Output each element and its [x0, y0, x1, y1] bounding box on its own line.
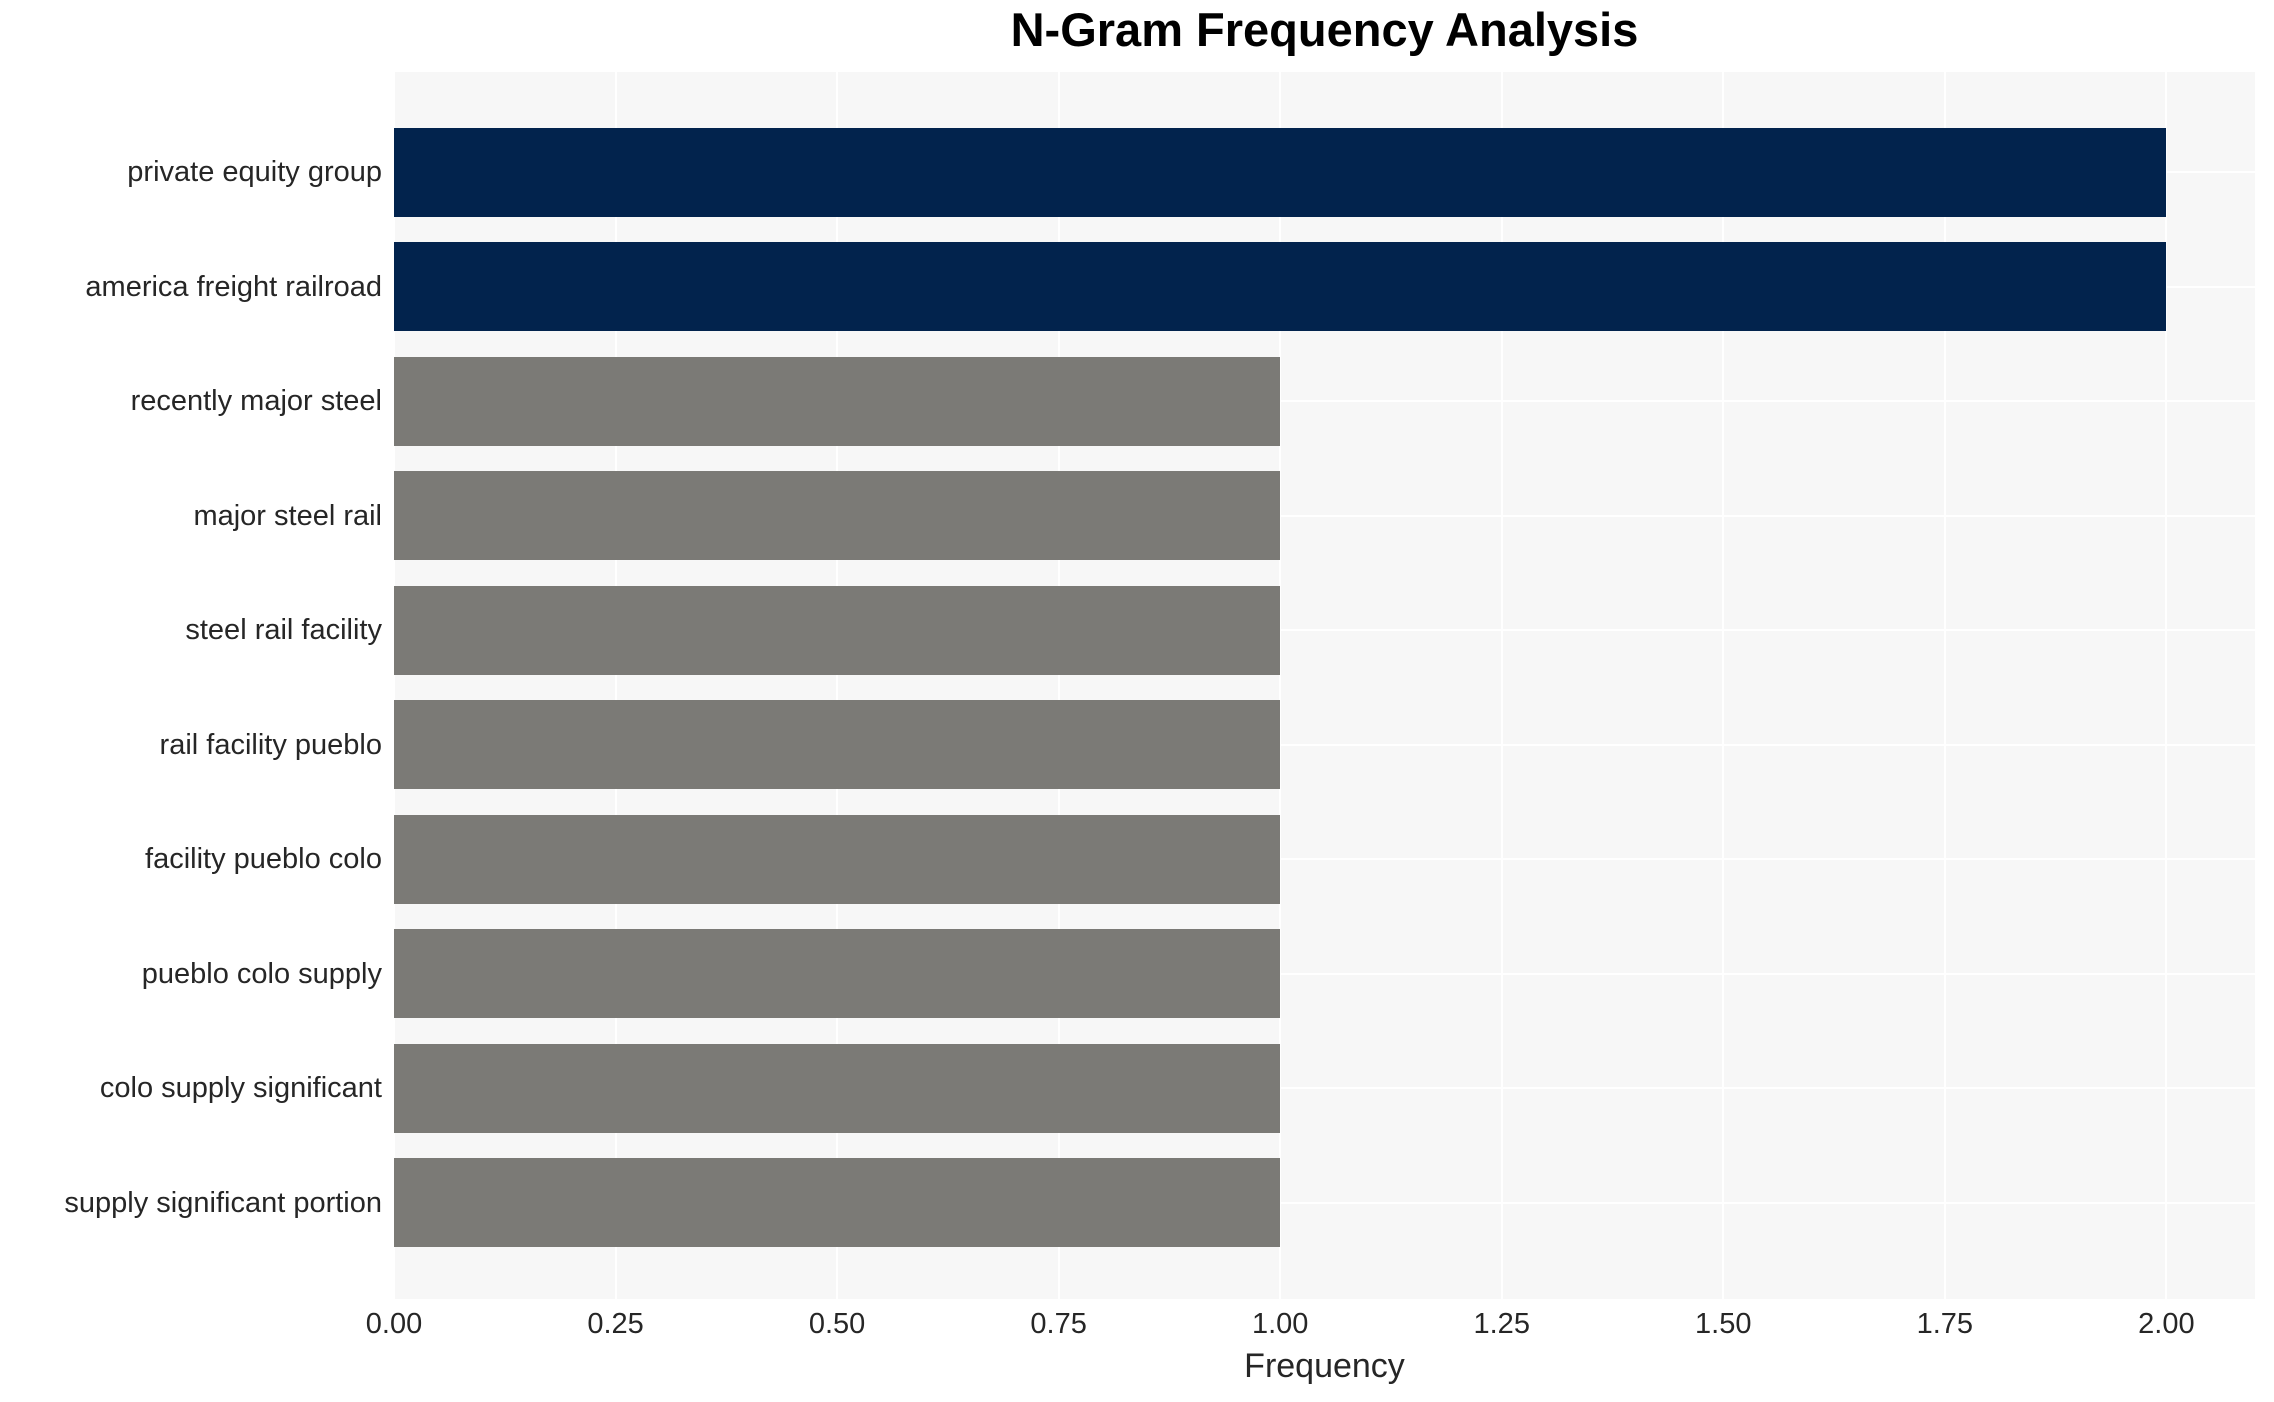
bar	[394, 1158, 1281, 1248]
gridline-vertical	[393, 72, 395, 1299]
y-tick-label: pueblo colo supply	[141, 957, 382, 990]
gridline-vertical	[1057, 72, 1060, 1299]
gridline-vertical	[2165, 72, 2168, 1299]
y-tick-label: rail facility pueblo	[159, 728, 382, 761]
y-tick-label: major steel rail	[193, 499, 382, 532]
gridline-vertical	[1279, 72, 1282, 1299]
gridline-vertical	[1943, 72, 1946, 1299]
x-tick-label: 1.25	[1473, 1308, 1530, 1340]
gridline-horizontal	[394, 1201, 2255, 1204]
gridline-horizontal	[394, 629, 2255, 632]
gridline-vertical	[1722, 72, 1725, 1299]
bar	[394, 814, 1281, 904]
plot-area	[393, 72, 2255, 1299]
bar	[394, 356, 1281, 446]
gridline-horizontal	[394, 1087, 2255, 1090]
y-tick-label: private equity group	[127, 156, 382, 189]
bar	[394, 471, 1281, 561]
y-tick-label: facility pueblo colo	[145, 843, 382, 876]
gridline-horizontal	[394, 400, 2255, 403]
y-tick-label: colo supply significant	[99, 1072, 382, 1105]
x-tick-label: 0.75	[1030, 1308, 1087, 1340]
bar	[394, 127, 2167, 217]
bar	[394, 929, 1281, 1019]
y-tick-label: america freight railroad	[85, 270, 382, 303]
y-tick-label: supply significant portion	[64, 1186, 382, 1219]
x-tick-label: 1.50	[1695, 1308, 1752, 1340]
gridline-horizontal	[394, 972, 2255, 975]
x-axis-title: Frequency	[1244, 1347, 1405, 1385]
x-tick-label: 1.75	[1916, 1308, 1974, 1340]
bar	[394, 1043, 1281, 1133]
x-tick-label: 0.50	[808, 1308, 866, 1340]
x-tick-label: 0.25	[587, 1308, 644, 1340]
bar	[394, 585, 1281, 675]
x-tick-label: 1.00	[1251, 1308, 1309, 1340]
y-tick-label: recently major steel	[130, 385, 382, 418]
x-tick-label: 2.00	[2138, 1308, 2195, 1340]
gridline-vertical	[836, 72, 839, 1299]
gridline-vertical	[614, 72, 617, 1299]
x-tick-label: 0.00	[365, 1308, 423, 1340]
y-tick-label: steel rail facility	[185, 614, 382, 647]
bar	[394, 242, 2167, 332]
gridline-horizontal	[394, 858, 2255, 861]
chart-title: N-Gram Frequency Analysis	[1010, 3, 1639, 56]
bar	[394, 700, 1281, 790]
gridline-horizontal	[394, 743, 2255, 746]
gridline-horizontal	[394, 514, 2255, 517]
gridline-vertical	[1500, 72, 1503, 1299]
